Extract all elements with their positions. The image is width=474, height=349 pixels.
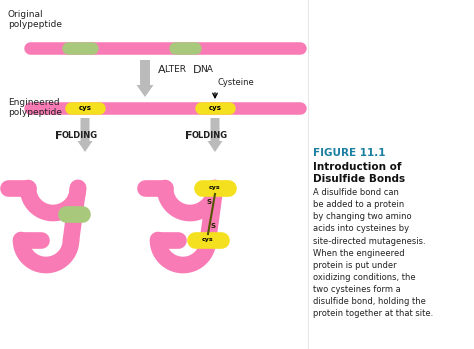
Text: S: S [207,199,212,205]
Text: cys: cys [202,238,214,243]
Text: F: F [55,131,63,141]
Text: cys: cys [209,186,221,191]
Polygon shape [208,118,222,152]
Text: A disulfide bond can
be added to a protein
by changing two amino
acids into cyst: A disulfide bond can be added to a prote… [313,188,433,319]
Text: OLDING: OLDING [192,132,228,141]
Text: Introduction of: Introduction of [313,162,401,172]
Text: Disulfide Bonds: Disulfide Bonds [313,174,405,184]
Text: Cysteine: Cysteine [218,78,255,87]
Text: D: D [193,65,201,75]
Text: NA: NA [200,66,213,74]
Text: cys: cys [79,105,91,111]
Text: cys: cys [209,105,221,111]
Text: OLDING: OLDING [62,132,98,141]
Polygon shape [137,60,154,97]
Text: LTER: LTER [165,66,189,74]
Text: F: F [185,131,192,141]
Text: A: A [158,65,165,75]
Text: FIGURE 11.1: FIGURE 11.1 [313,148,385,158]
Text: Original
polypeptide: Original polypeptide [8,10,62,29]
Text: Engineered
polypeptide: Engineered polypeptide [8,98,62,117]
Text: S: S [211,223,216,229]
Polygon shape [78,118,92,152]
